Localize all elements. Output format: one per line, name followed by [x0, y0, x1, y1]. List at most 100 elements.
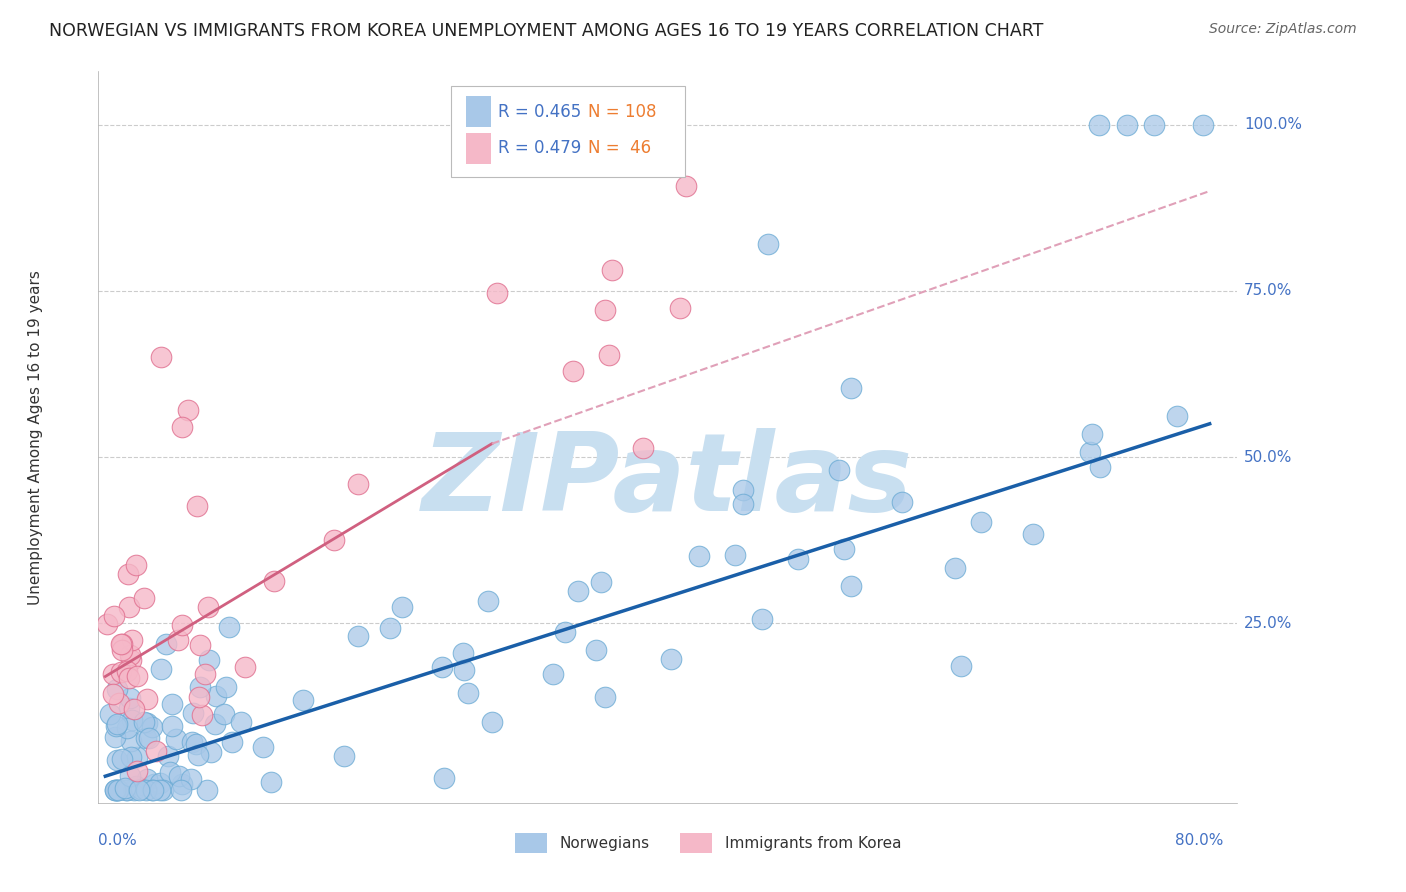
- FancyBboxPatch shape: [451, 86, 685, 178]
- Point: [135, 782, 157, 797]
- Point: [1078, 445, 1101, 459]
- Point: [252, 739, 274, 754]
- Point: [233, 659, 256, 673]
- Point: [103, 608, 125, 623]
- Point: [118, 691, 141, 706]
- Point: [561, 364, 583, 378]
- Point: [105, 782, 128, 797]
- Point: [170, 782, 193, 797]
- Point: [118, 769, 141, 783]
- Point: [186, 499, 208, 513]
- Point: [602, 263, 624, 277]
- Point: [205, 690, 228, 704]
- Text: Immigrants from Korea: Immigrants from Korea: [725, 836, 901, 851]
- Point: [172, 420, 194, 434]
- Point: [134, 591, 156, 605]
- Point: [291, 693, 314, 707]
- Point: [108, 696, 131, 710]
- Point: [669, 301, 692, 315]
- Point: [204, 717, 226, 731]
- Point: [477, 594, 499, 608]
- Point: [104, 730, 127, 744]
- Point: [322, 533, 344, 548]
- Point: [733, 497, 755, 511]
- Point: [125, 779, 148, 793]
- Point: [675, 178, 697, 193]
- Text: 25.0%: 25.0%: [1244, 615, 1292, 631]
- Point: [756, 237, 779, 252]
- Point: [132, 714, 155, 729]
- FancyBboxPatch shape: [515, 833, 547, 854]
- FancyBboxPatch shape: [467, 133, 491, 163]
- Point: [107, 681, 129, 696]
- Point: [115, 722, 138, 736]
- Point: [129, 782, 152, 797]
- Point: [218, 620, 240, 634]
- Point: [457, 686, 479, 700]
- Point: [453, 663, 475, 677]
- Point: [177, 403, 200, 417]
- Point: [125, 669, 148, 683]
- Text: ZIPatlas: ZIPatlas: [422, 428, 914, 534]
- Text: Source: ZipAtlas.com: Source: ZipAtlas.com: [1209, 22, 1357, 37]
- Point: [786, 552, 808, 566]
- Point: [346, 477, 368, 491]
- Point: [194, 667, 217, 681]
- Point: [221, 735, 243, 749]
- Point: [187, 748, 209, 763]
- Point: [170, 618, 193, 632]
- Point: [188, 680, 211, 694]
- Text: 50.0%: 50.0%: [1244, 450, 1292, 465]
- Text: R = 0.479: R = 0.479: [498, 139, 582, 157]
- Point: [229, 715, 252, 730]
- Point: [751, 612, 773, 626]
- Point: [104, 782, 127, 797]
- Point: [120, 750, 142, 764]
- Point: [1191, 118, 1213, 132]
- Point: [114, 780, 136, 795]
- Point: [172, 777, 194, 791]
- Point: [122, 702, 145, 716]
- Point: [180, 735, 202, 749]
- Point: [135, 731, 157, 746]
- Point: [136, 772, 159, 786]
- Point: [593, 690, 616, 704]
- Point: [101, 666, 124, 681]
- Point: [117, 567, 139, 582]
- Point: [190, 708, 212, 723]
- Text: 100.0%: 100.0%: [1244, 117, 1302, 132]
- Point: [167, 633, 190, 648]
- Point: [155, 637, 177, 651]
- Point: [104, 782, 127, 797]
- Point: [101, 687, 124, 701]
- Point: [149, 775, 172, 789]
- Text: R = 0.465: R = 0.465: [498, 103, 582, 120]
- Point: [121, 713, 143, 727]
- Point: [98, 707, 121, 722]
- Point: [118, 648, 141, 662]
- Text: Norwegians: Norwegians: [560, 836, 650, 851]
- Point: [96, 616, 118, 631]
- Point: [1088, 118, 1111, 132]
- Point: [485, 285, 508, 300]
- Point: [1022, 526, 1045, 541]
- Point: [733, 483, 755, 497]
- Point: [111, 643, 134, 657]
- Point: [391, 599, 413, 614]
- Point: [839, 579, 862, 593]
- Point: [724, 548, 747, 562]
- Point: [145, 744, 167, 758]
- Point: [165, 732, 187, 747]
- Text: 75.0%: 75.0%: [1244, 284, 1292, 298]
- Point: [141, 782, 163, 797]
- Point: [215, 680, 238, 694]
- Point: [117, 664, 139, 678]
- Point: [950, 658, 973, 673]
- Point: [430, 659, 453, 673]
- Point: [107, 782, 129, 797]
- Point: [659, 651, 682, 665]
- Point: [105, 719, 128, 733]
- Point: [143, 777, 166, 791]
- Point: [263, 574, 285, 588]
- Point: [107, 782, 129, 797]
